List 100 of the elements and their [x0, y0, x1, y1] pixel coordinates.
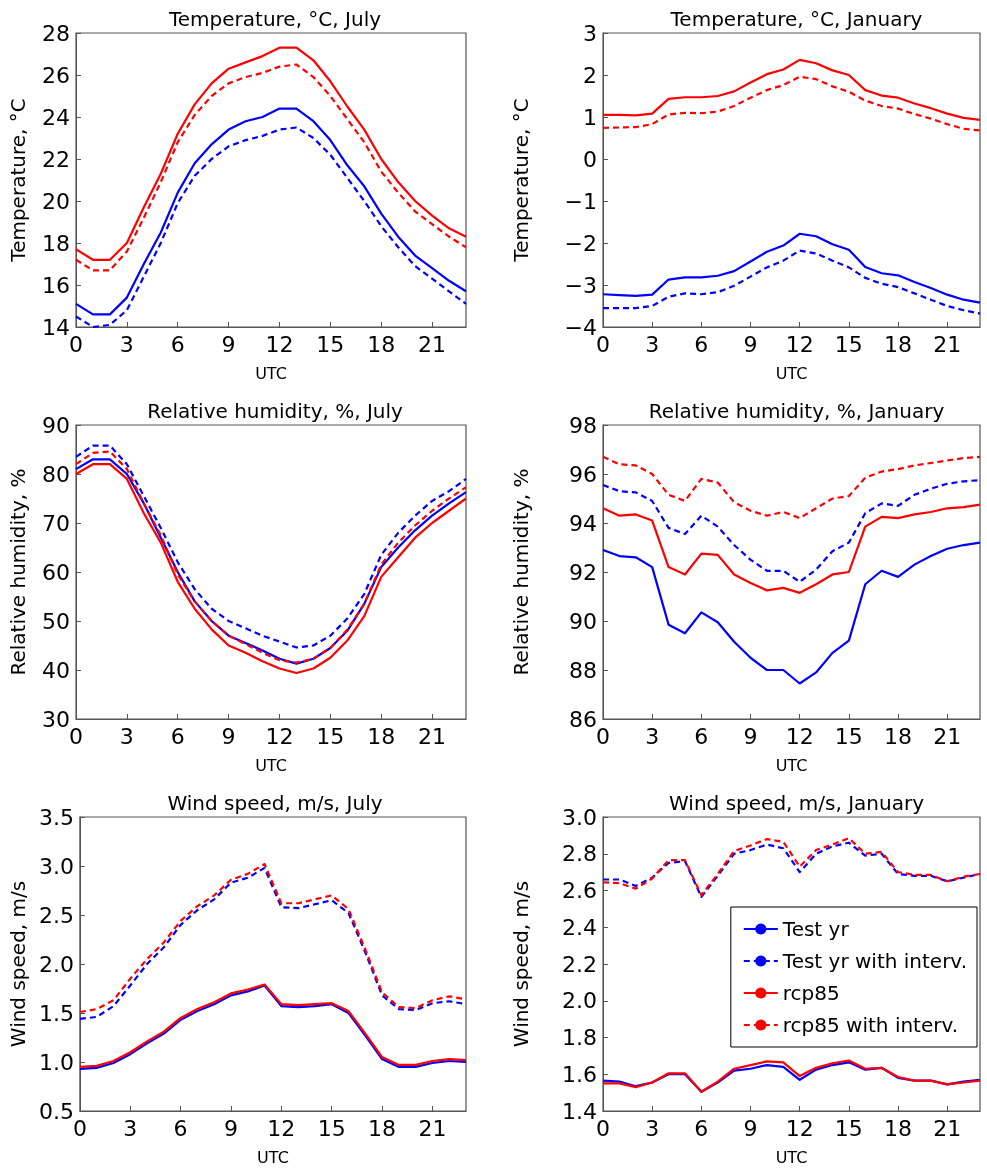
y-tick-label: 1	[583, 104, 597, 130]
y-tick-label: −4	[564, 314, 597, 340]
y-tick-label: 90	[569, 608, 597, 634]
x-tick-label: 18	[884, 331, 913, 357]
x-tick-label: 12	[785, 331, 814, 357]
line-series	[601, 232, 982, 304]
y-axis-title: Relative humidity, %	[509, 468, 533, 676]
line-series	[601, 58, 982, 122]
x-axis-title: UTC	[257, 1147, 289, 1167]
y-tick-label: 30	[42, 706, 70, 732]
y-tick-label: 92	[569, 559, 597, 585]
x-tick-label: 18	[367, 331, 396, 357]
x-axis-title: UTC	[775, 1147, 808, 1167]
x-tick-label: 9	[743, 723, 758, 749]
x-tick-label: 18	[368, 1115, 397, 1141]
y-tick-label: −1	[564, 188, 597, 214]
x-tick-label: 3	[645, 723, 660, 749]
y-tick-label: 3.5	[38, 804, 74, 830]
y-axis-title: Wind speed, m/s	[509, 880, 533, 1048]
y-tick-label: 2.2	[562, 951, 597, 977]
y-tick-label: 88	[569, 657, 597, 683]
x-tick-label: 18	[884, 1115, 913, 1141]
chart-title: Relative humidity, %, July	[147, 399, 404, 423]
y-tick-label: 2.6	[562, 878, 597, 903]
x-axis-title: UTC	[255, 755, 287, 775]
x-tick-label: 21	[933, 723, 962, 749]
y-tick-label: 0	[583, 146, 597, 172]
legend-label: rcp85	[782, 981, 840, 1005]
x-tick-label: 6	[694, 1115, 709, 1141]
y-axis-title: Relative humidity, %	[6, 468, 30, 676]
chart-title: Temperature, °C, July	[167, 7, 382, 31]
line-series	[601, 455, 982, 520]
y-tick-label: 1.6	[562, 1061, 597, 1087]
y-tick-label: 98	[569, 412, 597, 438]
x-tick-label: 15	[834, 331, 863, 357]
y-tick-label: 2.0	[562, 988, 597, 1014]
y-tick-label: 2.5	[38, 902, 74, 928]
y-tick-label: 94	[569, 510, 597, 536]
x-tick-label: 12	[267, 1115, 296, 1141]
x-tick-label: 9	[221, 331, 236, 357]
x-tick-label: 21	[933, 331, 962, 357]
x-tick-label: 15	[834, 723, 863, 749]
y-tick-label: −3	[564, 272, 597, 298]
y-tick-label: 22	[42, 146, 70, 172]
y-axis-title: Temperature, °C	[6, 98, 30, 263]
x-tick-label: 12	[785, 1115, 814, 1141]
y-tick-label: 2	[583, 62, 597, 88]
y-tick-label: 90	[42, 412, 70, 438]
y-tick-label: 18	[42, 230, 70, 256]
y-tick-label: 28	[42, 20, 70, 46]
x-tick-label: 3	[123, 1115, 138, 1141]
line-series	[601, 249, 982, 315]
y-tick-label: 16	[42, 272, 70, 298]
x-tick-label: 9	[223, 1115, 238, 1141]
chart-title: Relative humidity, %, January	[648, 399, 945, 423]
x-tick-label: 18	[884, 723, 913, 749]
legend-label: Test yr	[781, 917, 850, 941]
x-tick-label: 3	[119, 331, 134, 357]
x-tick-label: 9	[221, 723, 236, 749]
y-tick-label: 3	[583, 20, 597, 46]
y-tick-label: 1.4	[562, 1098, 597, 1124]
y-tick-label: 50	[42, 608, 70, 634]
y-tick-label: 60	[42, 559, 70, 585]
line-series	[601, 503, 982, 594]
x-tick-label: 15	[316, 723, 345, 749]
x-tick-label: 6	[170, 723, 185, 749]
x-tick-label: 12	[265, 723, 294, 749]
x-tick-label: 9	[743, 1115, 758, 1141]
x-tick-label: 6	[694, 723, 709, 749]
x-tick-label: 12	[785, 723, 814, 749]
x-tick-label: 15	[316, 331, 345, 357]
y-tick-label: 2.4	[562, 914, 597, 940]
line-series	[601, 75, 982, 132]
x-tick-label: 21	[418, 331, 447, 357]
chart-title: Wind speed, m/s, January	[669, 791, 925, 815]
chart-title: Temperature, °C, January	[669, 7, 923, 31]
y-tick-label: 70	[42, 510, 70, 536]
x-tick-label: 6	[694, 331, 709, 357]
x-tick-label: 15	[834, 1115, 863, 1141]
y-tick-label: 1.8	[562, 1025, 597, 1050]
y-axis-title: Temperature, °C	[509, 98, 533, 263]
y-tick-label: 2.0	[38, 951, 74, 977]
y-tick-label: 20	[42, 188, 70, 214]
x-tick-label: 9	[743, 331, 758, 357]
y-tick-label: 1.0	[38, 1049, 74, 1075]
y-tick-label: 24	[42, 104, 70, 130]
y-tick-label: 1.5	[38, 1000, 74, 1026]
x-tick-label: 21	[933, 1115, 962, 1141]
x-tick-label: 3	[645, 1115, 660, 1141]
y-tick-label: 80	[42, 461, 70, 487]
legend-label: rcp85 with interv.	[782, 1013, 959, 1037]
y-tick-label: 3.0	[38, 853, 74, 879]
y-tick-label: 96	[569, 461, 597, 487]
y-tick-label: 0.5	[38, 1098, 74, 1124]
x-tick-label: 3	[645, 331, 660, 357]
x-tick-label: 12	[265, 331, 294, 357]
y-tick-label: 86	[569, 706, 597, 732]
x-tick-label: 18	[367, 723, 396, 749]
y-tick-label: 2.8	[562, 841, 597, 867]
legend-label: Test yr with interv.	[781, 949, 968, 973]
